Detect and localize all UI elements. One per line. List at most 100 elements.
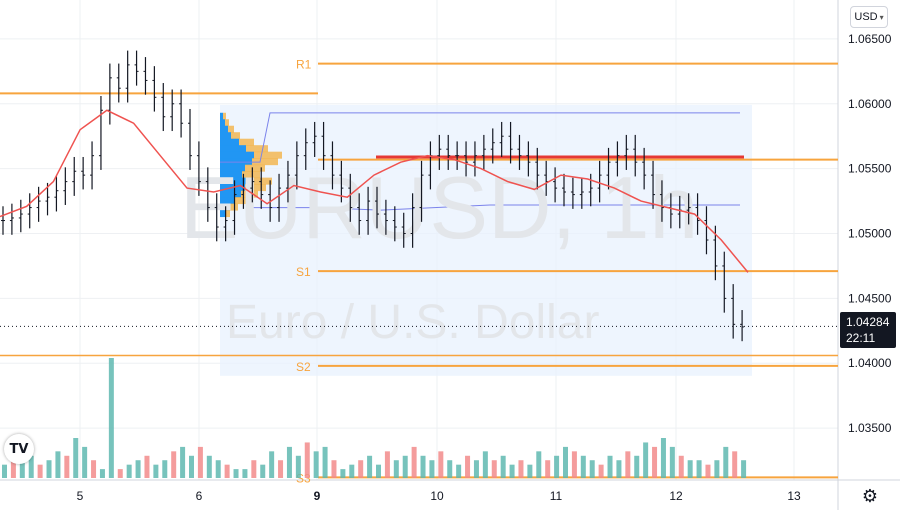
pivot-label-R1: R1 [296, 58, 312, 72]
y-tick-label-4: 1.04500 [848, 291, 892, 305]
volume-bar [438, 451, 444, 478]
volume-bars [2, 358, 747, 478]
volume-bar [482, 451, 488, 478]
volume-bar [55, 451, 61, 478]
profile-bar-up-2 [220, 125, 228, 133]
volume-bar [607, 455, 613, 478]
profile-bar-down-6 [254, 151, 282, 159]
volume-bar [367, 455, 373, 478]
x-tick-label-10: 10 [430, 489, 444, 503]
x-tick-label-11: 11 [550, 489, 563, 503]
tradingview-logo-icon[interactable]: TV [4, 434, 34, 464]
volume-bar [331, 460, 337, 478]
volume-bar [286, 446, 292, 478]
x-tick-label-13: 13 [787, 489, 801, 503]
volume-bar [108, 358, 114, 478]
volume-bar [269, 451, 275, 478]
profile-bar-down-3 [231, 132, 240, 140]
volume-bar [465, 455, 471, 478]
profile-bar-down-4 [239, 138, 254, 146]
profile-bar-up-0 [220, 112, 223, 120]
volume-bar [28, 455, 34, 478]
pivot-label-S2: S2 [296, 360, 311, 374]
y-tick-label-2: 1.05500 [848, 162, 892, 176]
profile-bar-up-4 [220, 138, 239, 146]
volume-bar [447, 460, 453, 478]
profile-bar-down-2 [228, 125, 234, 133]
volume-bar [732, 451, 738, 478]
volume-bar [180, 446, 186, 478]
volume-bar [696, 460, 702, 478]
volume-bar [687, 460, 693, 478]
profile-bar-up-14 [220, 203, 230, 211]
profile-bar-down-1 [225, 119, 229, 127]
volume-bar [500, 455, 506, 478]
volume-bar [162, 460, 168, 478]
candles [1, 50, 745, 342]
volume-bar [340, 469, 346, 478]
volume-bar [46, 460, 52, 478]
chevron-down-icon: ▾ [879, 12, 884, 22]
value-area-high-line [220, 112, 740, 163]
volume-bar [82, 446, 88, 478]
volume-bar [589, 460, 595, 478]
volume-bar [153, 464, 159, 478]
profile-bar-up-12 [220, 190, 241, 198]
volume-bar [571, 451, 577, 478]
x-tick-label-6: 6 [196, 489, 203, 503]
gear-icon[interactable]: ⚙ [861, 485, 879, 507]
volume-bar [37, 464, 43, 478]
volume-bar [2, 464, 7, 478]
volume-bar [304, 442, 310, 478]
profile-bar-up-5 [220, 145, 246, 153]
profile-bar-down-5 [246, 145, 268, 153]
currency-selector[interactable]: USD ▾ [850, 6, 888, 28]
watermark-description: Euro / U.S. Dollar [226, 296, 599, 349]
y-tick-label-1: 1.06000 [848, 97, 892, 111]
volume-bar [135, 460, 141, 478]
volume-bar [117, 469, 123, 478]
volume-bar [545, 460, 551, 478]
profile-bar-up-9 [220, 171, 242, 179]
profile-bar-up-6 [220, 151, 254, 159]
x-tick-label-9: 9 [314, 489, 321, 503]
volume-bar [91, 460, 97, 478]
volume-bar [358, 460, 364, 478]
volume-profile-area [220, 104, 752, 376]
profile-bar-down-12 [241, 190, 258, 198]
volume-bar [411, 446, 417, 478]
volume-bar [625, 451, 631, 478]
volume-bar [714, 460, 720, 478]
volume-bar [491, 460, 497, 478]
last-price-value: 1.04284 [846, 315, 890, 329]
volume-bar [660, 438, 666, 478]
volume-bar [295, 455, 301, 478]
volume-bar [197, 446, 203, 478]
volume-bar [64, 455, 70, 478]
volume-bar [705, 464, 711, 478]
volume-bar [393, 460, 399, 478]
last-price-countdown: 22:11 [846, 331, 876, 345]
profile-bar-up-3 [220, 132, 231, 140]
volume-bar [741, 460, 747, 478]
volume-bar [643, 442, 649, 478]
volume-bar [616, 460, 622, 478]
moving-average-line [0, 109, 749, 273]
volume-bar [678, 455, 684, 478]
volume-bar [527, 464, 533, 478]
profile-bar-up-8 [220, 164, 245, 172]
volume-bar [598, 464, 604, 478]
volume-bar [251, 460, 257, 478]
profile-bar-down-7 [252, 158, 278, 166]
volume-bar [206, 455, 212, 478]
profile-bar-up-1 [220, 119, 225, 127]
volume-bar [563, 446, 568, 478]
volume-bar [669, 446, 675, 478]
profile-bar-down-11 [245, 184, 266, 192]
volume-bar [429, 460, 435, 478]
y-tick-label-3: 1.05000 [848, 227, 892, 241]
volume-bar [518, 460, 524, 478]
volume-bar [189, 455, 194, 478]
volume-bar [509, 464, 515, 478]
